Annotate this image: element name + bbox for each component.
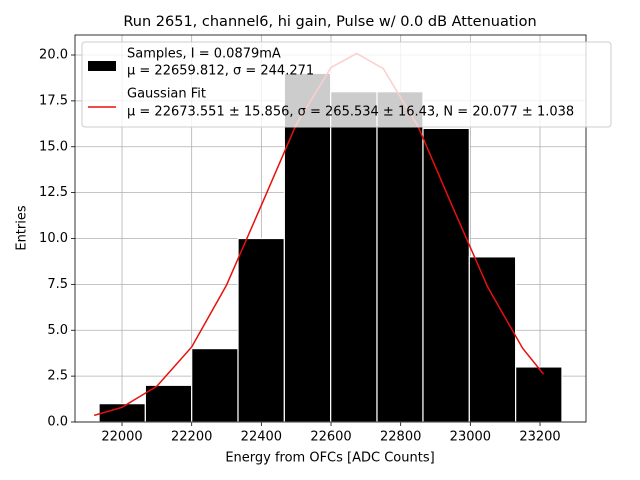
y-tick-label: 17.5 — [39, 93, 68, 108]
y-tick-label: 0.0 — [47, 415, 68, 430]
x-axis-label: Energy from OFCs [ADC Counts] — [225, 451, 434, 466]
x-tick-label: 22600 — [310, 430, 351, 445]
bar — [191, 348, 239, 423]
x-tick-label: 23200 — [519, 430, 560, 445]
bar — [237, 237, 285, 423]
y-axis-label: Entries — [15, 205, 30, 251]
bar — [376, 91, 424, 423]
y-tick-label: 15.0 — [39, 139, 68, 154]
y-tick-label: 10.0 — [39, 231, 68, 246]
bar — [422, 127, 470, 423]
bar — [330, 91, 378, 423]
bar — [515, 366, 563, 423]
bar — [468, 256, 517, 423]
y-tick-label: 12.5 — [39, 185, 68, 200]
x-tick-label: 22400 — [241, 430, 282, 445]
plot-frame — [74, 34, 587, 423]
bar — [144, 384, 193, 423]
x-tick-label: 22800 — [380, 430, 421, 445]
legend-label: Samples, I = 0.0879mA — [127, 47, 281, 62]
chart-title: Run 2651, channel6, hi gain, Pulse w/ 0.… — [123, 14, 536, 30]
legend-label: Gaussian Fit — [127, 87, 206, 102]
x-tick-label: 23000 — [450, 430, 491, 445]
legend-stats: μ = 22673.551 ± 15.856, σ = 265.534 ± 16… — [127, 105, 574, 120]
y-tick-label: 7.5 — [47, 277, 68, 292]
legend-box — [81, 41, 612, 128]
x-tick-label: 22200 — [171, 430, 212, 445]
y-tick-label: 20.0 — [39, 48, 68, 63]
legend: Samples, I = 0.0879mA μ = 22659.812, σ = … — [81, 41, 612, 128]
legend-swatch — [88, 61, 116, 71]
y-tick-label: 5.0 — [47, 323, 68, 338]
legend-stats: μ = 22659.812, σ = 244.271 — [127, 64, 314, 79]
y-tick-label: 2.5 — [47, 369, 68, 384]
x-tick-label: 22000 — [101, 430, 142, 445]
